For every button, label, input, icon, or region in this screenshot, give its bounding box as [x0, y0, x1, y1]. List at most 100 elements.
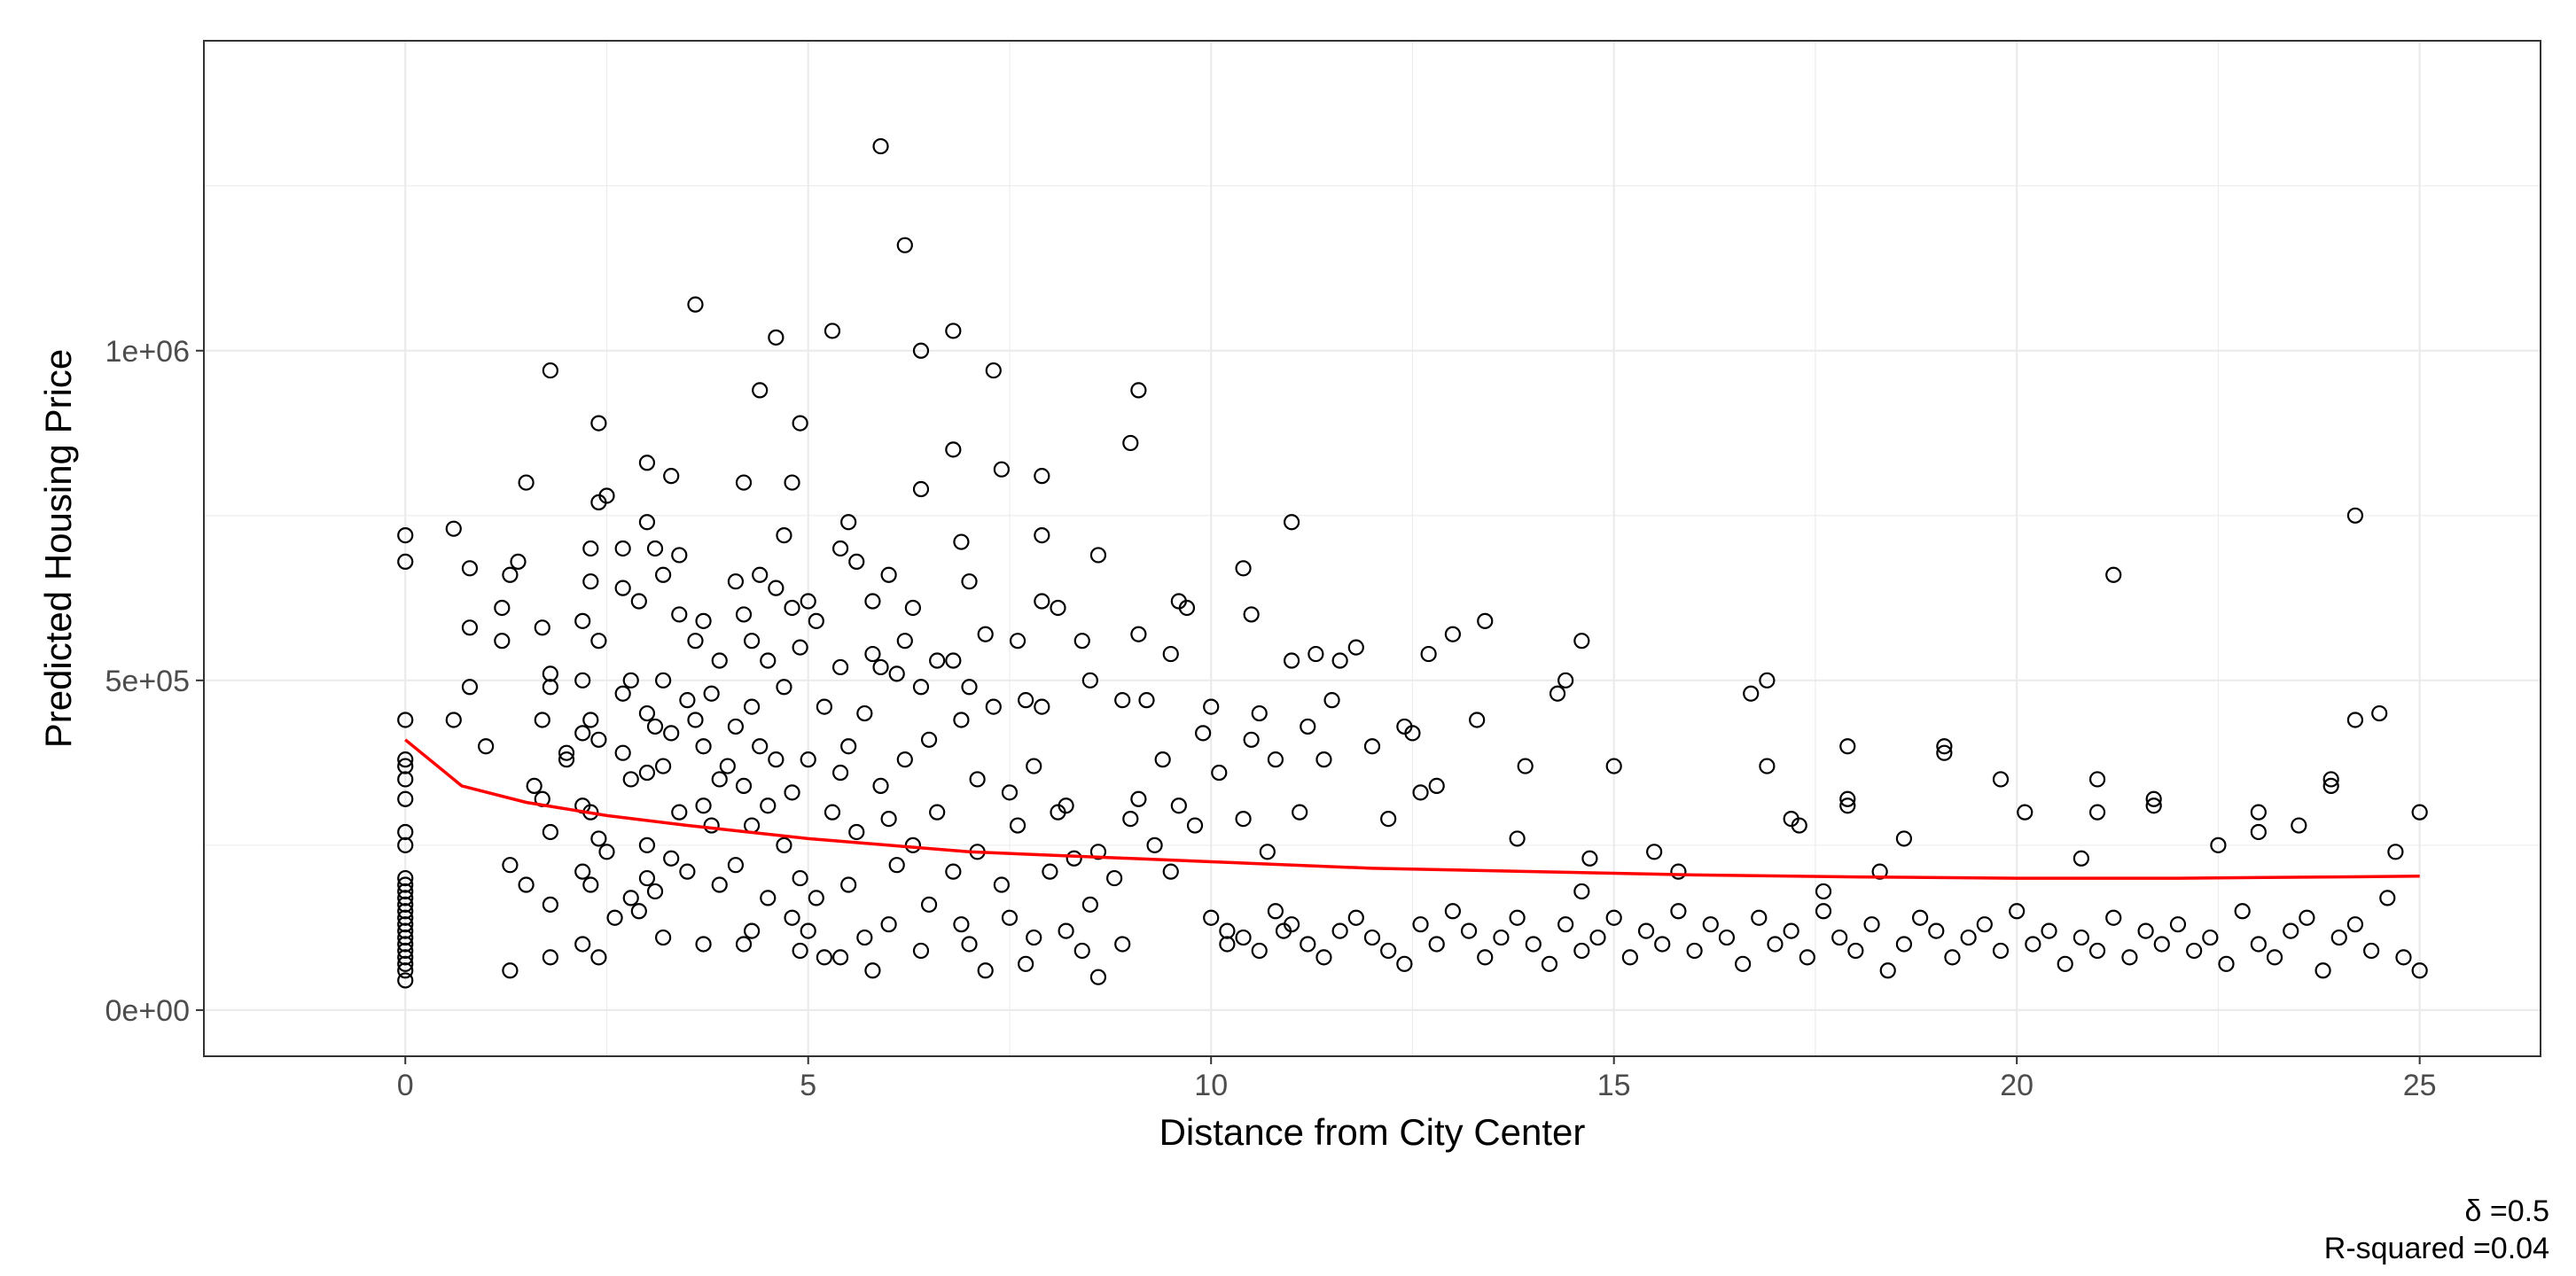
data-point	[1581, 850, 1598, 867]
data-point	[1573, 633, 1590, 650]
data-point	[1444, 903, 1461, 920]
data-point	[397, 942, 414, 960]
data-point	[1670, 903, 1687, 920]
data-point	[2145, 790, 2162, 807]
data-point	[792, 415, 808, 432]
data-point	[1073, 633, 1090, 650]
data-point	[461, 619, 479, 636]
data-point	[542, 823, 558, 841]
data-point	[1211, 764, 1228, 782]
data-point	[679, 863, 696, 880]
data-point	[646, 883, 664, 900]
data-point	[1081, 896, 1098, 913]
data-point	[397, 922, 414, 939]
data-point	[752, 566, 769, 583]
data-point	[1034, 593, 1050, 610]
data-point	[1444, 626, 1461, 642]
data-point	[1509, 909, 1526, 926]
data-point	[2314, 962, 2331, 979]
data-point	[1130, 626, 1147, 642]
data-point	[800, 922, 816, 939]
data-point	[776, 527, 792, 544]
data-point	[2234, 903, 2251, 920]
x-tick-label: 20	[2000, 1069, 2033, 1102]
data-point	[2266, 949, 2283, 966]
data-point	[1380, 942, 1397, 960]
data-point	[1460, 922, 1478, 939]
data-point	[542, 949, 558, 966]
data-point	[703, 817, 720, 834]
data-point	[912, 679, 930, 696]
data-point	[638, 514, 656, 531]
data-point	[598, 844, 615, 860]
data-point	[663, 850, 680, 867]
data-point	[1743, 685, 1760, 702]
data-point	[1428, 777, 1445, 794]
data-point	[1525, 936, 1542, 953]
data-point	[397, 962, 414, 979]
data-point	[1637, 922, 1655, 939]
data-point	[711, 771, 728, 788]
data-point	[856, 704, 873, 722]
data-point	[824, 804, 841, 821]
data-point	[1412, 784, 1429, 801]
data-point	[1308, 645, 1324, 663]
data-point	[2073, 929, 2089, 946]
x-axis-ticks: 0 5 10 15 20 25	[397, 1056, 2437, 1102]
data-point	[985, 362, 1002, 379]
data-point	[2250, 823, 2267, 841]
y-axis-title: Predicted Housing Price	[37, 349, 79, 749]
y-tick-label: 5e+05	[105, 665, 191, 698]
data-point	[864, 645, 881, 663]
data-point	[1315, 751, 1332, 768]
data-point	[461, 679, 479, 696]
data-point	[1992, 942, 2010, 960]
data-point	[1895, 936, 1913, 953]
data-point	[977, 626, 994, 642]
data-point	[655, 758, 672, 774]
data-point	[1267, 751, 1284, 768]
data-point	[630, 593, 647, 610]
data-point	[831, 764, 849, 782]
data-point	[1493, 929, 1510, 946]
data-point	[2395, 949, 2412, 966]
data-point	[1396, 955, 1413, 972]
data-point	[2041, 922, 2057, 939]
data-point	[622, 890, 639, 906]
data-point	[743, 698, 761, 715]
x-tick-label: 0	[397, 1069, 414, 1102]
data-point	[695, 798, 712, 814]
data-point	[2330, 929, 2347, 946]
data-point	[1050, 599, 1066, 617]
data-point	[1646, 844, 1663, 860]
data-point	[502, 962, 519, 979]
data-point	[614, 540, 631, 557]
data-point	[2186, 942, 2203, 960]
data-point	[1154, 751, 1171, 768]
data-point	[687, 633, 704, 650]
data-point	[2017, 804, 2033, 821]
data-point	[768, 329, 785, 346]
data-point	[1911, 909, 1929, 926]
data-point	[912, 480, 930, 498]
data-points	[397, 137, 2428, 989]
data-point	[598, 487, 615, 504]
data-point	[614, 685, 631, 702]
data-point	[574, 863, 591, 880]
data-point	[945, 652, 962, 669]
data-point	[1122, 434, 1139, 452]
data-point	[397, 869, 414, 887]
data-point	[478, 738, 495, 755]
data-point	[2121, 949, 2138, 966]
data-point	[904, 599, 921, 617]
data-point	[1001, 784, 1019, 801]
data-point	[1284, 916, 1300, 933]
data-point	[461, 560, 479, 577]
data-point	[1791, 817, 1807, 834]
data-point	[1589, 929, 1606, 946]
data-point	[1284, 652, 1300, 669]
data-point	[1292, 804, 1308, 821]
data-point	[1839, 798, 1856, 814]
data-point	[831, 658, 849, 676]
